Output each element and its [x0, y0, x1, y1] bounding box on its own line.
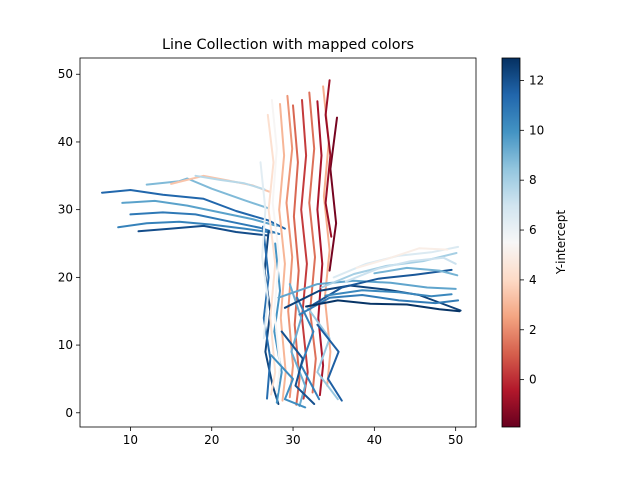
series-line-39 — [324, 289, 453, 298]
x-tick-label: 50 — [448, 433, 463, 447]
colorbar-tick-label: 2 — [529, 323, 537, 337]
series-line-15 — [285, 94, 294, 399]
series-line-17 — [300, 99, 309, 400]
colorbar-tick-label: 12 — [529, 73, 544, 87]
colorbar-fill — [502, 58, 520, 427]
series-line-30 — [283, 284, 462, 312]
x-tick-label: 10 — [123, 433, 138, 447]
colorbar-tick-label: 4 — [529, 273, 537, 287]
colorbar: 0 2 4 6 8 10 12 Y-intercept — [501, 57, 568, 428]
x-axis: 10 20 30 40 50 — [123, 427, 463, 447]
series-line-26 — [280, 330, 316, 405]
series-line-9 — [263, 230, 280, 405]
series-line-5 — [145, 177, 270, 210]
x-tick-label: 40 — [367, 433, 382, 447]
series-line-27 — [306, 306, 339, 401]
series-line-21 — [328, 116, 338, 272]
x-tick-label: 20 — [204, 433, 219, 447]
series-line-2 — [117, 220, 274, 234]
series-line-38 — [305, 299, 461, 313]
plot-lines — [101, 79, 462, 409]
series-line-12 — [266, 113, 277, 396]
y-tick-label: 20 — [58, 270, 73, 284]
plot-frame — [79, 57, 477, 428]
colorbar-tick-label: 6 — [529, 223, 537, 237]
series-line-37 — [355, 247, 449, 269]
x-tick-label: 30 — [285, 433, 300, 447]
y-axis: 0 10 20 30 40 50 — [58, 67, 80, 420]
colorbar-tick-label: 0 — [529, 373, 537, 387]
series-line-16 — [292, 104, 301, 406]
series-line-1 — [101, 189, 286, 230]
series-line-7 — [194, 174, 266, 191]
series-line-22 — [324, 79, 333, 238]
y-tick-label: 50 — [58, 67, 73, 81]
series-line-8 — [137, 224, 268, 237]
series-line-31 — [298, 294, 460, 316]
series-line-28 — [316, 323, 343, 402]
colorbar-tick-label: 10 — [529, 123, 544, 137]
series-line-36 — [344, 256, 457, 283]
series-line-3 — [121, 199, 278, 227]
colorbar-frame — [501, 57, 521, 428]
y-tick-label: 10 — [58, 338, 73, 352]
colorbar-tick-label: 8 — [529, 173, 537, 187]
series-line-32 — [277, 279, 457, 299]
y-tick-label: 30 — [58, 203, 73, 217]
series-line-25 — [296, 296, 321, 401]
y-tick-label: 40 — [58, 135, 73, 149]
series-line-10 — [262, 225, 272, 400]
colorbar-ticks: 0 2 4 6 8 10 12 — [520, 73, 544, 387]
series-line-40 — [373, 266, 459, 277]
chart-title: Line Collection with mapped colors — [162, 37, 414, 53]
y-tick-label: 0 — [65, 406, 73, 420]
series-line-19 — [316, 100, 325, 397]
series-line-23 — [259, 161, 269, 340]
series-line-18 — [308, 91, 317, 394]
series-line-29 — [270, 354, 307, 409]
colorbar-label: Y-intercept — [554, 210, 568, 276]
series-line-33 — [312, 268, 453, 306]
